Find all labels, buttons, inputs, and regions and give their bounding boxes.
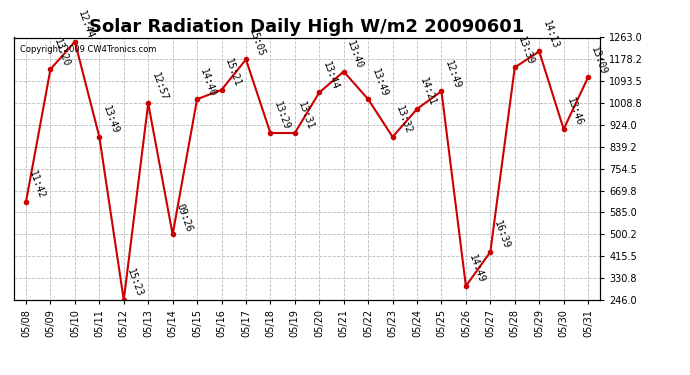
- Text: 13:40: 13:40: [345, 39, 364, 70]
- Text: 13:39: 13:39: [516, 35, 535, 66]
- Text: 16:39: 16:39: [492, 220, 511, 251]
- Text: 14:13: 14:13: [540, 19, 560, 50]
- Text: 13:20: 13:20: [52, 37, 71, 68]
- Text: 15:05: 15:05: [247, 27, 267, 58]
- Text: 13:31: 13:31: [296, 100, 315, 132]
- Text: 13:09: 13:09: [589, 45, 609, 76]
- Text: 12:44: 12:44: [77, 9, 96, 40]
- Text: 14:40: 14:40: [199, 67, 218, 98]
- Text: 14:21: 14:21: [418, 76, 438, 108]
- Text: 12:57: 12:57: [150, 71, 169, 102]
- Text: 13:29: 13:29: [272, 100, 291, 132]
- Text: 09:26: 09:26: [174, 202, 193, 233]
- Text: 14:49: 14:49: [467, 254, 486, 285]
- Text: 11:42: 11:42: [28, 169, 47, 200]
- Text: 12:49: 12:49: [443, 59, 462, 90]
- Text: 15:23: 15:23: [125, 268, 145, 298]
- Text: 13:44: 13:44: [321, 60, 340, 91]
- Title: Solar Radiation Daily High W/m2 20090601: Solar Radiation Daily High W/m2 20090601: [90, 18, 524, 36]
- Text: 13:32: 13:32: [394, 105, 413, 135]
- Text: Copyright 2009 CW4Tronics.com: Copyright 2009 CW4Tronics.com: [19, 45, 156, 54]
- Text: 13:49: 13:49: [370, 67, 389, 98]
- Text: 15:21: 15:21: [223, 57, 242, 88]
- Text: 13:49: 13:49: [101, 105, 120, 135]
- Text: 13:46: 13:46: [565, 97, 584, 128]
